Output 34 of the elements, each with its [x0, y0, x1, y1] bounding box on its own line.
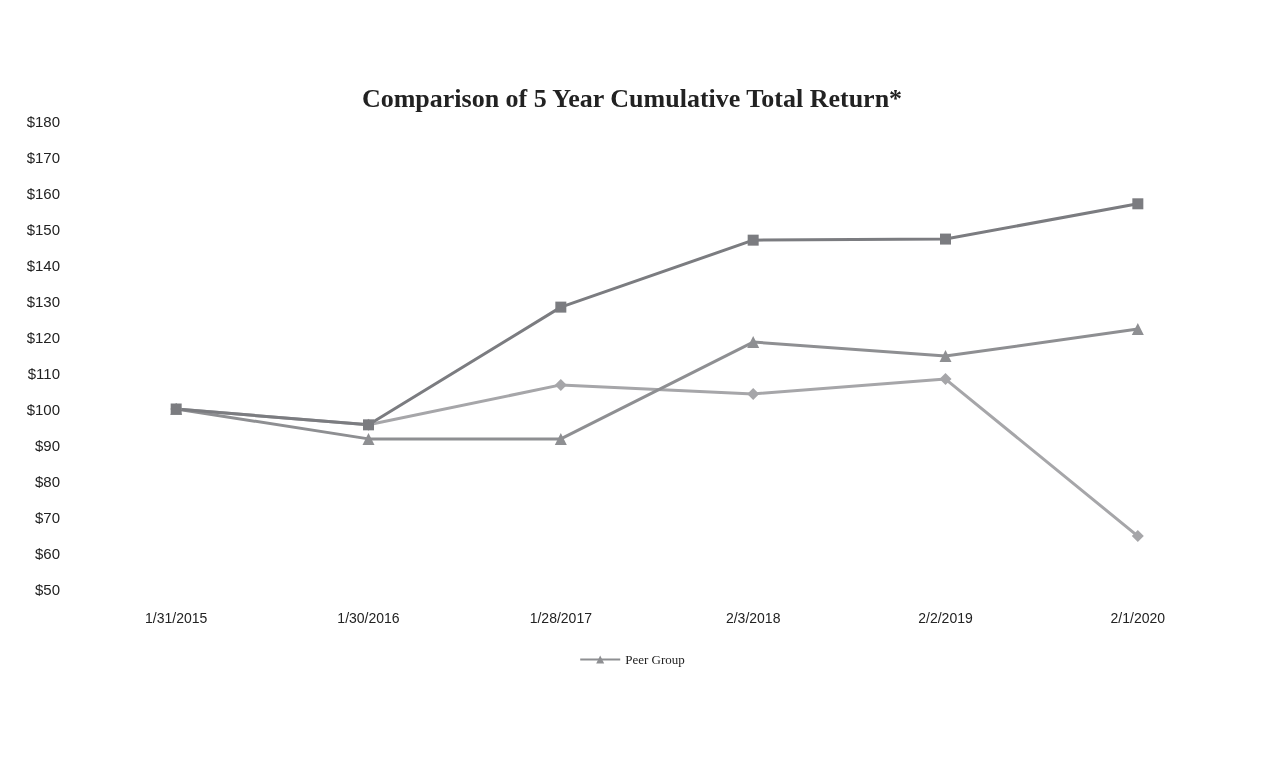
y-tick-label: $90	[34, 436, 60, 454]
legend-label: Peer Group	[625, 652, 685, 667]
point	[747, 336, 760, 349]
point	[747, 234, 759, 246]
y-tick-label: $50	[34, 580, 60, 598]
y-tick-label: $100	[26, 400, 60, 418]
x-tick-label: 1/28/2017	[529, 610, 593, 626]
point	[939, 373, 952, 386]
x-tick-label: 2/1/2020	[1110, 610, 1166, 626]
x-tick-label: 1/30/2016	[337, 610, 400, 626]
point	[1132, 198, 1144, 210]
point	[555, 301, 567, 313]
y-tick-label: $130	[26, 292, 60, 310]
y-tick-label: $160	[26, 184, 60, 202]
y-tick-label: $150	[26, 220, 60, 238]
y-tick-label: $70	[34, 508, 60, 526]
point	[554, 432, 567, 445]
y-tick-label: $80	[34, 472, 60, 490]
y-tick-label: $110	[27, 364, 60, 382]
point	[1131, 530, 1144, 543]
y-tick-label: $120	[26, 328, 60, 346]
y-tick-label: $60	[34, 544, 60, 562]
point	[362, 432, 375, 445]
chart-title: Comparison of 5 Year Cumulative Total Return*	[361, 83, 903, 113]
point	[1131, 323, 1144, 336]
point	[939, 350, 952, 363]
x-tick-label: 2/3/2018	[725, 610, 781, 626]
point	[940, 233, 951, 245]
y-tick-label: $180	[26, 112, 60, 130]
point	[554, 378, 567, 391]
y-tick-label: $170	[26, 148, 60, 166]
x-tick-label: 1/31/2015	[145, 610, 208, 626]
x-tick-label: 2/2/2019	[918, 610, 973, 626]
y-tick-label: $140	[26, 256, 60, 274]
